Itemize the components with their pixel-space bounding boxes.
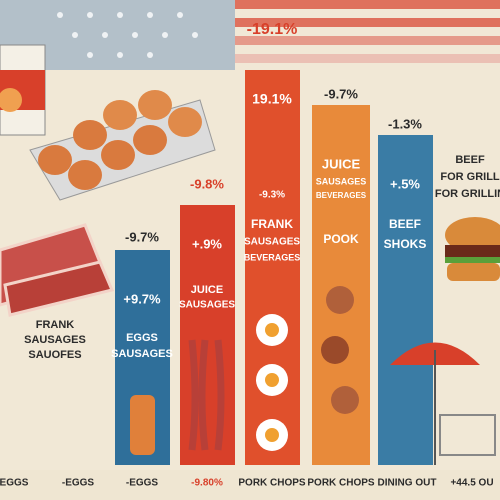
change-top: 19.1% (252, 91, 292, 107)
bar-illustrations (130, 286, 359, 455)
flag-stripes (235, 0, 500, 63)
flag-stars (57, 12, 198, 58)
bar-label: SAUSAGES (244, 237, 300, 248)
headline: -19.1% (247, 21, 298, 38)
side-label: SAUSAGES (24, 334, 86, 346)
bar-label: BEVERAGES (244, 252, 301, 262)
bacon (0, 223, 115, 317)
change-inner: -9.3% (259, 190, 285, 201)
bar-label: JUICE (322, 156, 361, 171)
bar-label: BEVERAGES (316, 191, 367, 200)
bar (378, 135, 433, 465)
change-top: -9.7% (324, 86, 358, 101)
side-label: SAUOFES (28, 349, 81, 361)
egg-carton (29, 90, 216, 201)
footer-label: -EGGS (126, 478, 159, 489)
bar-label: SAUSAGES (179, 300, 235, 311)
change-inner: POOK (323, 232, 359, 246)
change-inner: +.9% (192, 236, 222, 251)
bar (245, 70, 300, 465)
footer-label: EGGS (0, 478, 29, 489)
bar-label: SAUSAGES (111, 348, 173, 360)
change-top: -9.7% (125, 229, 159, 244)
side-label: FOR GRILLIN (435, 188, 500, 200)
bar-label: SAUSAGES (316, 176, 367, 186)
footer-label: -EGGS (62, 478, 95, 489)
bar-label: SHOKS (384, 237, 427, 251)
side-label: BEEF (455, 154, 485, 166)
footer-label: DINING OUT (378, 478, 437, 489)
umbrella (390, 342, 496, 465)
side-label: FOR GRILL (440, 171, 500, 183)
bar-label: JUICE (191, 284, 223, 296)
change-inner: +9.7% (123, 291, 161, 306)
footer-label: +44.5 OU (450, 478, 493, 489)
change-top: -9.8% (190, 176, 224, 191)
change-inner: +.5% (390, 176, 420, 191)
change-top: -1.3% (388, 116, 422, 131)
bar-label: FRANK (251, 217, 293, 231)
burger (445, 217, 500, 281)
side-label: FRANK (36, 319, 75, 331)
footer-label: PORK CHOPS (307, 478, 375, 489)
footer-label: -9.80% (191, 478, 223, 489)
bar (180, 205, 235, 465)
footer-label: PORK CHOPS (238, 478, 306, 489)
bar-label: EGGS (126, 332, 158, 344)
footer-band (0, 470, 500, 500)
milk-carton (0, 44, 46, 136)
bar-label: BEEF (389, 217, 421, 231)
